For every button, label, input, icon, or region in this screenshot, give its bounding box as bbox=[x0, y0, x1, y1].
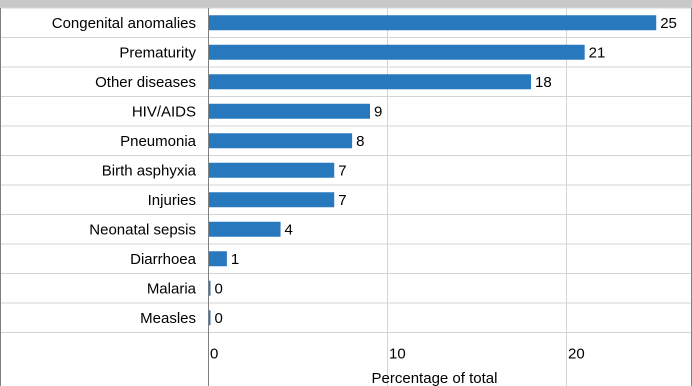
category-label: Congenital anomalies bbox=[52, 15, 196, 32]
bar bbox=[209, 221, 281, 237]
x-tick-label: 10 bbox=[389, 346, 406, 363]
bar bbox=[209, 192, 335, 208]
bar bbox=[209, 162, 335, 178]
category-label: Injuries bbox=[148, 192, 196, 209]
category-label: Other diseases bbox=[95, 74, 196, 91]
category-label: Neonatal sepsis bbox=[89, 221, 196, 238]
value-label: 25 bbox=[660, 15, 677, 32]
category-label: Prematurity bbox=[119, 44, 196, 61]
bar-layer bbox=[209, 15, 657, 326]
bar bbox=[209, 15, 657, 31]
bar bbox=[209, 44, 585, 60]
header-band bbox=[0, 0, 692, 8]
value-label: 9 bbox=[374, 103, 382, 120]
category-label: HIV/AIDS bbox=[132, 103, 196, 120]
bar bbox=[209, 310, 211, 326]
label-panel bbox=[0, 8, 208, 386]
value-label: 7 bbox=[338, 162, 346, 179]
value-label: 1 bbox=[231, 251, 239, 268]
value-label: 7 bbox=[338, 192, 346, 209]
grid-layer bbox=[0, 7, 692, 386]
bar bbox=[209, 133, 353, 149]
category-label: Diarrhoea bbox=[130, 251, 197, 268]
value-label: 0 bbox=[215, 280, 223, 297]
value-label: 8 bbox=[356, 133, 364, 150]
category-labels: Congenital anomalies Prematurity Other dis… bbox=[52, 15, 197, 327]
category-label: Malaria bbox=[147, 280, 197, 297]
value-label: 0 bbox=[215, 310, 223, 327]
value-label: 4 bbox=[285, 221, 293, 238]
x-tick-label: 0 bbox=[210, 346, 218, 363]
bar bbox=[209, 280, 211, 296]
bar bbox=[209, 251, 227, 267]
category-label: Birth asphyxia bbox=[102, 162, 197, 179]
bar bbox=[209, 74, 531, 90]
category-label: Pneumonia bbox=[120, 133, 197, 150]
category-label: Measles bbox=[140, 310, 196, 327]
x-axis-ticks: 0 10 20 bbox=[210, 346, 585, 363]
value-label: 21 bbox=[589, 44, 606, 61]
x-axis-title: Percentage of total bbox=[372, 370, 498, 386]
bar bbox=[209, 103, 370, 119]
x-tick-label: 20 bbox=[568, 346, 585, 363]
value-label: 18 bbox=[535, 74, 552, 91]
